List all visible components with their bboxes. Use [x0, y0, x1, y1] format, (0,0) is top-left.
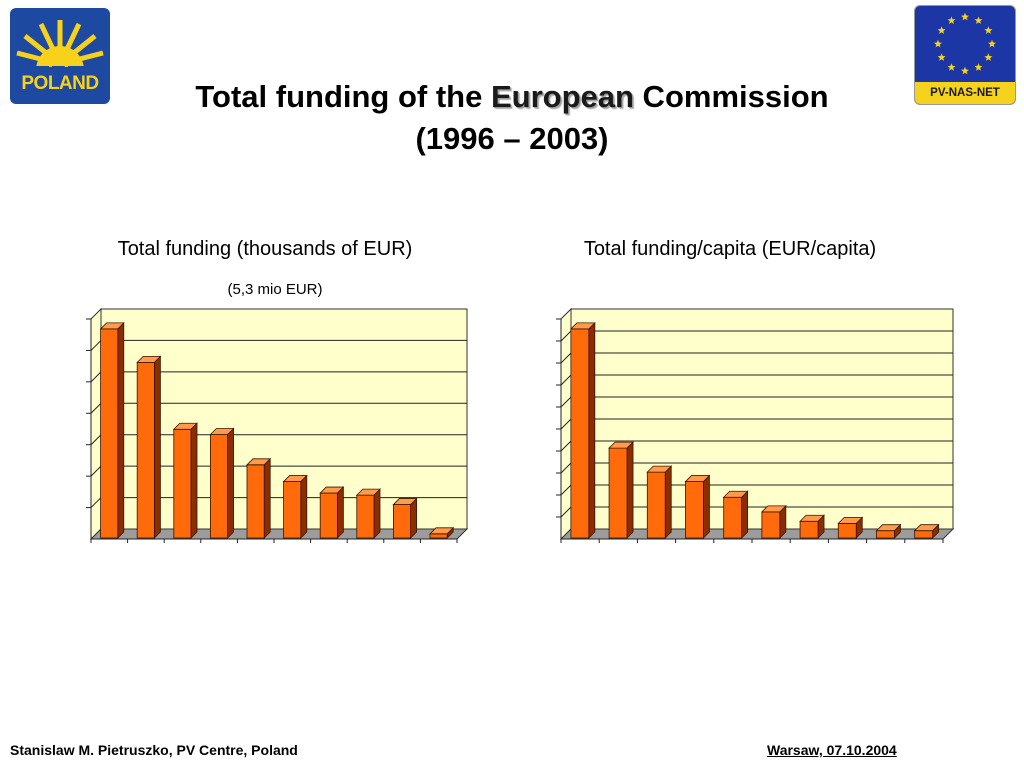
star-icon [947, 16, 956, 24]
star-icon [961, 66, 969, 75]
star-icon [937, 53, 946, 61]
bar [684, 474, 711, 539]
footer-place-date: Warsaw, 07.10.2004 [767, 742, 897, 758]
pv-nas-net-logo-text: PV-NAS-NET [915, 82, 1015, 104]
star-icon [988, 39, 996, 48]
bar [282, 474, 308, 539]
title-part2: Commission [633, 79, 829, 114]
bar [569, 321, 596, 539]
bar [172, 422, 198, 539]
bar [355, 488, 381, 539]
eu-stars-icon [934, 12, 996, 75]
bar [837, 516, 864, 539]
bars [99, 321, 455, 539]
bars [569, 321, 940, 539]
star-icon [937, 26, 946, 34]
bar [799, 514, 825, 539]
bar [99, 321, 125, 539]
star-icon [947, 63, 956, 71]
bar [722, 490, 749, 539]
chart1-title: Total funding (thousands of EUR) [117, 238, 413, 260]
page-title: Total funding of the European Commission… [100, 76, 924, 160]
pv-poland-logo-text: PV POLAND [21, 51, 99, 94]
bar [319, 486, 345, 539]
bar [646, 465, 673, 539]
pv-poland-logo: PV POLAND [10, 8, 110, 104]
star-icon [934, 39, 942, 48]
title-line2: (1996 – 2003) [415, 121, 609, 156]
star-icon [961, 12, 969, 21]
sun-icon [10, 20, 110, 78]
pv-nas-net-logo: PV-NAS-NET [914, 5, 1016, 105]
bar [392, 497, 418, 539]
footer-author: Stanislaw M. Pietruszko, PV Centre, Pola… [10, 742, 298, 758]
bar [246, 457, 272, 539]
bar [760, 504, 787, 539]
star-icon [974, 63, 983, 71]
bar [429, 526, 455, 539]
title-part1: Total funding of the [195, 79, 491, 114]
bar [913, 523, 940, 539]
star-icon [984, 26, 993, 34]
chart2-title: Total funding/capita (EUR/capita) [583, 238, 877, 260]
chart1-funding-bars [86, 307, 469, 543]
star-icon [984, 53, 993, 61]
title-highlight: European [490, 79, 634, 114]
star-icon [974, 16, 983, 24]
chart2-per-capita-bars [556, 307, 955, 543]
bar [608, 441, 634, 539]
bar [136, 355, 162, 539]
bar [209, 427, 235, 539]
chart1-subtitle: (5,3 mio EUR) [227, 281, 323, 298]
bar [875, 523, 902, 539]
